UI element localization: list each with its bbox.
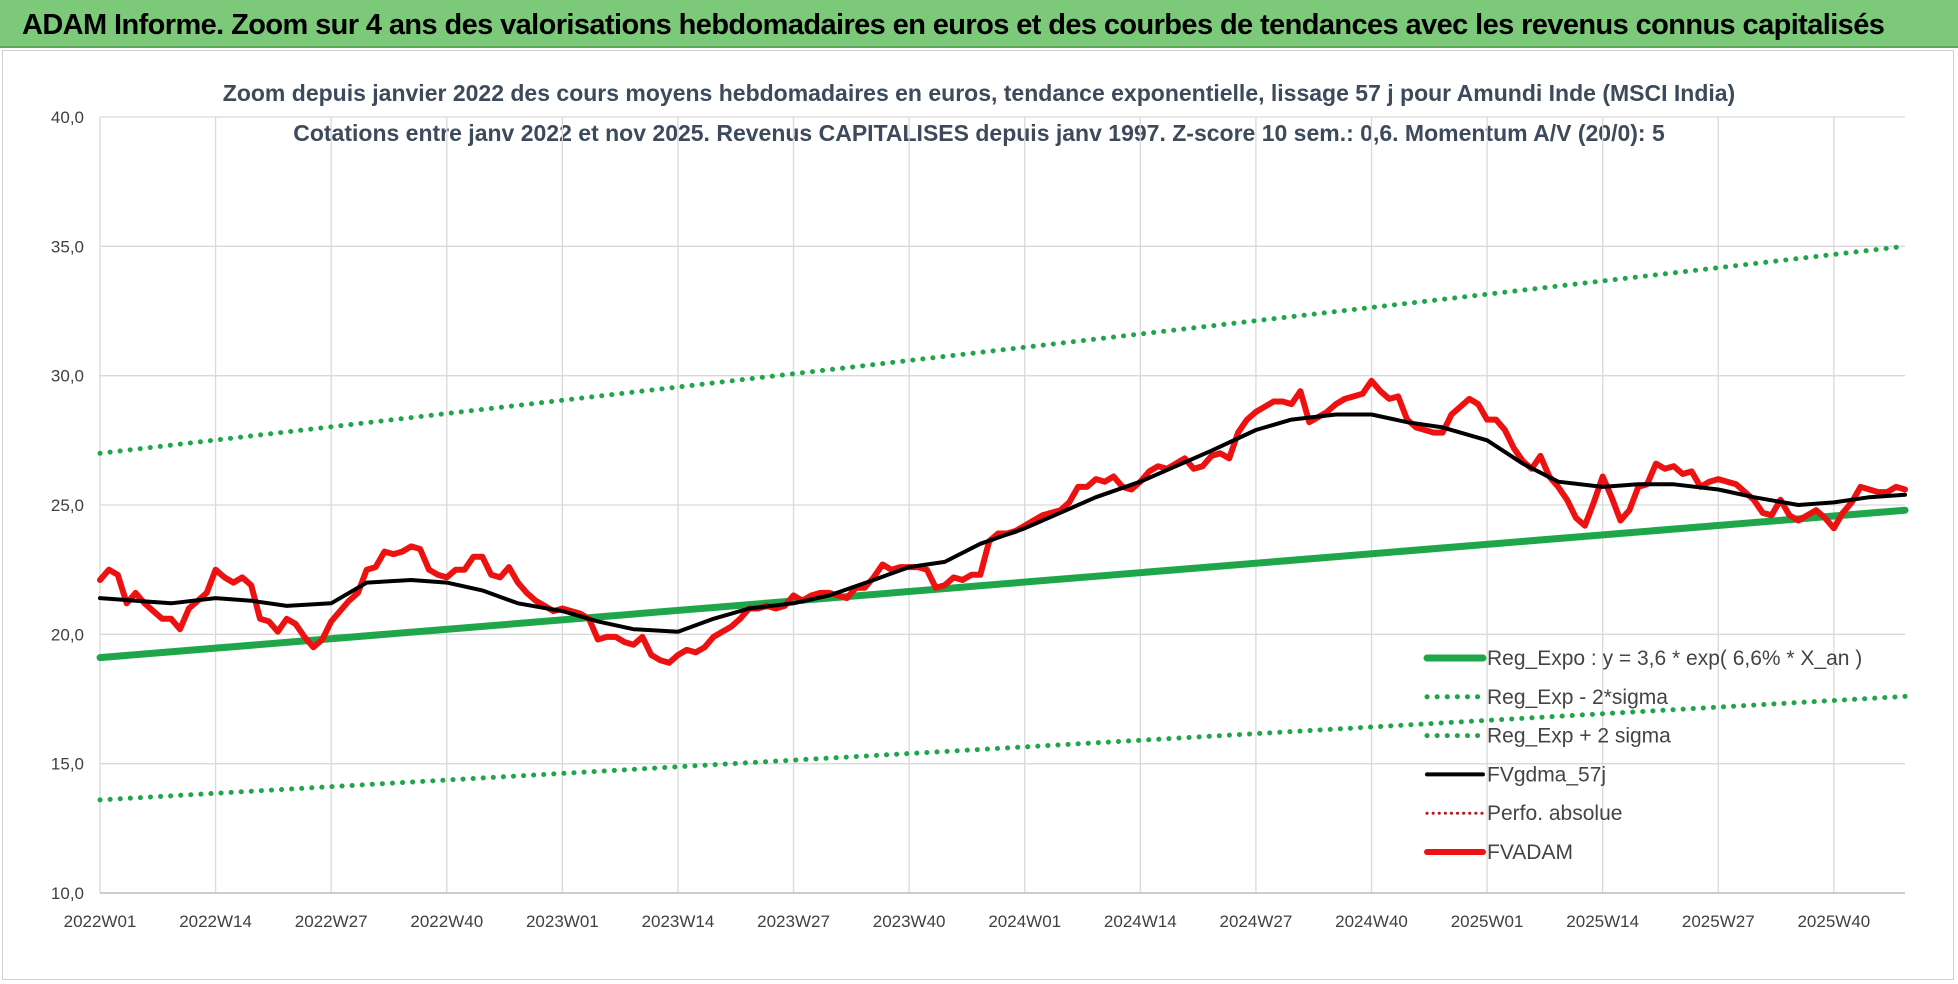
y-tick-label: 10,0 <box>51 884 84 903</box>
x-tick-label: 2023W14 <box>642 912 715 931</box>
y-tick-label: 35,0 <box>51 237 84 256</box>
x-tick-label: 2022W14 <box>179 912 252 931</box>
x-tick-label: 2023W27 <box>757 912 830 931</box>
x-tick-label: 2022W01 <box>64 912 137 931</box>
chart-title: Zoom depuis janvier 2022 des cours moyen… <box>223 80 1735 106</box>
x-tick-label: 2024W14 <box>1104 912 1177 931</box>
series-line-fvadam <box>97 377 1908 666</box>
report-banner: ADAM Informe. Zoom sur 4 ans des valoris… <box>0 0 1958 48</box>
report-title: ADAM Informe. Zoom sur 4 ans des valoris… <box>22 9 1885 41</box>
gridlines <box>99 116 1905 894</box>
legend: Reg_Expo : y = 3,6 * exp( 6,6% * X_an ) R… <box>1423 647 1862 864</box>
y-tick-label: 30,0 <box>51 367 84 386</box>
x-tick-label: 2025W27 <box>1682 912 1755 931</box>
chart-area <box>2 50 1954 980</box>
x-tick-label: 2025W14 <box>1566 912 1639 931</box>
x-tick-label: 2022W40 <box>410 912 483 931</box>
series-line-reg-expo <box>96 506 1909 662</box>
x-tick-label: 2024W40 <box>1335 912 1408 931</box>
y-axis: 10,0 15,0 20,0 25,0 30,0 35,0 40,0 <box>51 108 84 903</box>
series-layer <box>96 243 1909 803</box>
x-tick-label: 2025W40 <box>1797 912 1870 931</box>
x-tick-label: 2022W27 <box>295 912 368 931</box>
x-tick-label: 2023W01 <box>526 912 599 931</box>
legend-label-reg-plus: Reg_Exp + 2 sigma <box>1487 725 1671 748</box>
y-tick-label: 25,0 <box>51 496 84 515</box>
legend-label-reg-minus: Reg_Exp - 2*sigma <box>1487 686 1668 709</box>
legend-label-fvadam: FVADAM <box>1487 841 1573 864</box>
x-tick-label: 2024W01 <box>988 912 1061 931</box>
y-tick-label: 20,0 <box>51 625 84 644</box>
x-axis: 2022W01 2022W14 2022W27 2022W40 2023W01 2023W… <box>64 912 1871 931</box>
y-tick-label: 40,0 <box>51 108 84 127</box>
series-line-fvgdma <box>98 412 1907 634</box>
x-tick-label: 2025W01 <box>1451 912 1524 931</box>
chart-subtitle: Cotations entre janv 2022 et nov 2025. R… <box>293 120 1665 146</box>
legend-label-reg-expo: Reg_Expo : y = 3,6 * exp( 6,6% * X_an ) <box>1487 647 1862 670</box>
series-line-reg-minus <box>97 693 1908 803</box>
x-tick-label: 2024W27 <box>1220 912 1293 931</box>
legend-label-fvgdma: FVgdma_57j <box>1487 763 1606 786</box>
series-line-reg-plus <box>97 243 1908 456</box>
y-tick-label: 15,0 <box>51 755 84 774</box>
x-tick-label: 2023W40 <box>873 912 946 931</box>
legend-label-perfo: Perfo. absolue <box>1487 802 1622 825</box>
